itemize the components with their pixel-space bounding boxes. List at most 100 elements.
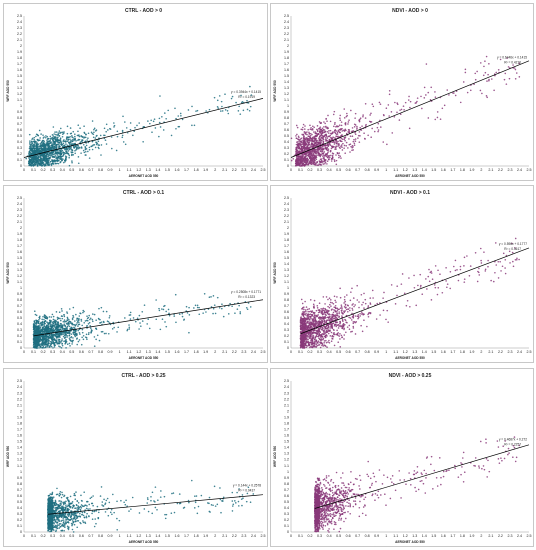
- data-point: [309, 299, 312, 301]
- data-point: [31, 152, 34, 155]
- data-point: [304, 300, 306, 303]
- data-point: [353, 144, 356, 146]
- data-point: [155, 299, 157, 301]
- data-point: [420, 95, 422, 98]
- data-point: [338, 144, 340, 147]
- data-point: [66, 326, 68, 329]
- data-point: [336, 125, 338, 127]
- x-tick-label: 0.2: [308, 168, 313, 172]
- data-point: [40, 146, 42, 148]
- data-point: [30, 148, 33, 151]
- data-point: [327, 144, 329, 146]
- data-point: [187, 109, 190, 111]
- data-point: [351, 144, 354, 147]
- data-point: [124, 143, 127, 146]
- data-point: [107, 332, 110, 335]
- data-point: [490, 78, 493, 80]
- data-point: [83, 136, 86, 138]
- data-point: [104, 139, 107, 141]
- data-point: [335, 126, 337, 128]
- data-point: [72, 339, 74, 342]
- data-point: [63, 139, 65, 141]
- data-point: [29, 164, 32, 166]
- data-point: [325, 155, 328, 158]
- data-point: [290, 159, 293, 162]
- data-point: [351, 135, 354, 138]
- data-point: [363, 132, 365, 135]
- data-point: [359, 126, 361, 129]
- data-point: [56, 318, 59, 320]
- data-point: [95, 129, 98, 131]
- data-point: [177, 115, 180, 117]
- data-point: [35, 342, 38, 344]
- data-point: [128, 324, 130, 326]
- y-tick-label: 1.3: [284, 268, 289, 272]
- data-point: [134, 126, 136, 129]
- data-point: [328, 130, 330, 132]
- data-point: [321, 127, 324, 130]
- data-point: [71, 317, 74, 320]
- data-point: [54, 328, 57, 330]
- data-point: [33, 162, 36, 165]
- data-point: [320, 132, 322, 135]
- data-point: [379, 119, 381, 122]
- data-point: [371, 103, 374, 106]
- data-point: [417, 284, 419, 287]
- data-point: [481, 92, 483, 95]
- data-point: [68, 146, 71, 149]
- data-point: [167, 109, 170, 112]
- data-point: [66, 343, 69, 346]
- data-point: [292, 158, 295, 160]
- data-point: [46, 143, 49, 145]
- data-point: [446, 89, 449, 91]
- data-point: [81, 324, 84, 327]
- data-point: [388, 93, 391, 96]
- data-point: [303, 308, 305, 311]
- y-tick-label: 0.6: [284, 310, 289, 314]
- data-point: [403, 292, 406, 295]
- y-tick-label: 1.3: [284, 86, 289, 90]
- x-tick-label: 0.4: [327, 168, 332, 172]
- data-point: [82, 334, 85, 337]
- data-point: [53, 133, 55, 135]
- data-point: [316, 139, 318, 142]
- x-tick-label: 0.9: [374, 350, 379, 354]
- data-point: [238, 304, 240, 307]
- data-point: [82, 149, 85, 152]
- y-tick-label: 0.5: [284, 134, 289, 138]
- data-point: [28, 158, 31, 160]
- data-point: [91, 120, 94, 122]
- data-point: [371, 127, 373, 130]
- data-point: [210, 306, 213, 308]
- data-point: [301, 133, 303, 136]
- data-point: [47, 154, 50, 156]
- y-tick-label: 0.2: [284, 152, 289, 156]
- data-point: [29, 159, 32, 162]
- data-point: [39, 154, 42, 156]
- x-tick-label: 1.7: [184, 168, 189, 172]
- y-tick-label: 2.1: [17, 38, 22, 42]
- data-point: [45, 163, 47, 166]
- data-point: [69, 320, 72, 323]
- data-point: [425, 94, 427, 96]
- data-point: [29, 156, 32, 158]
- data-point: [80, 135, 83, 138]
- data-point: [99, 321, 102, 324]
- x-tick-label: 1.1: [393, 168, 398, 172]
- data-point: [63, 319, 66, 321]
- data-point: [319, 129, 321, 131]
- data-point: [122, 141, 125, 143]
- data-point: [41, 140, 44, 143]
- data-point: [333, 344, 336, 347]
- data-point: [327, 305, 329, 308]
- data-point: [377, 122, 380, 125]
- data-point: [295, 135, 297, 137]
- data-point: [85, 336, 88, 339]
- data-point: [323, 126, 325, 128]
- data-point: [312, 148, 315, 151]
- data-point: [43, 158, 46, 161]
- data-point: [38, 316, 41, 319]
- data-point: [238, 105, 240, 108]
- data-point: [57, 317, 60, 319]
- data-point: [47, 322, 50, 325]
